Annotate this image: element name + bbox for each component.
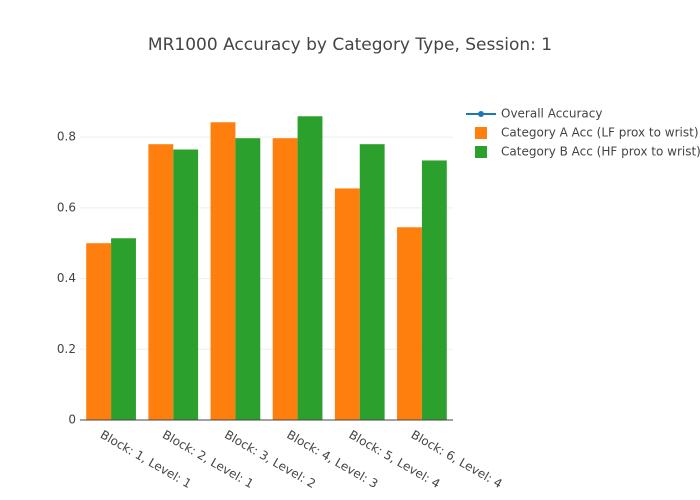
legend-label: Category B Acc (HF prox to wrist) — [501, 145, 700, 159]
bar — [111, 238, 136, 420]
y-tick-label: 0.2 — [57, 342, 76, 356]
bar — [235, 138, 261, 420]
y-tick-label: 0.6 — [57, 200, 76, 214]
y-tick-label: 0.8 — [57, 130, 76, 144]
legend-label: Overall Accuracy — [501, 107, 602, 121]
y-tick-label: 0 — [68, 413, 76, 427]
bar — [297, 116, 323, 420]
y-tick-label: 0.4 — [57, 271, 76, 285]
bar — [86, 243, 112, 420]
bar — [397, 227, 422, 420]
bar — [421, 160, 447, 420]
chart-title: MR1000 Accuracy by Category Type, Sessio… — [148, 35, 552, 55]
legend-swatch — [475, 146, 487, 158]
bar — [334, 188, 360, 420]
bar — [359, 144, 385, 420]
legend-label: Category A Acc (LF prox to wrist) — [501, 126, 699, 140]
legend-marker — [478, 111, 484, 117]
bar — [173, 149, 199, 421]
bar — [148, 144, 174, 420]
legend-swatch — [475, 127, 487, 139]
bar — [210, 122, 236, 420]
bar — [272, 138, 298, 420]
